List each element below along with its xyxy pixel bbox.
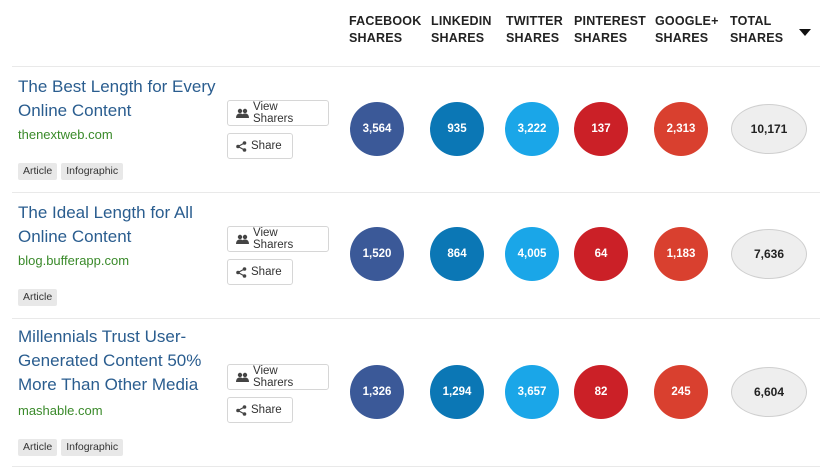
share-button[interactable]: Share [227,133,293,159]
tag-infographic[interactable]: Infographic [61,439,124,456]
column-header-googleplus-line2: SHARES [655,31,709,45]
table-row: Millennials Trust User-Generated Content… [0,319,835,469]
users-icon [236,108,249,118]
column-header-twitter[interactable]: TWITTER SHARES [506,13,563,47]
column-header-twitter-line1: TWITTER [506,14,563,28]
pinterest-shares-count: 64 [574,227,628,281]
column-header-pinterest-line2: SHARES [574,31,628,45]
row-divider [12,318,820,319]
row-divider [12,192,820,193]
tag-list: Article [18,289,58,306]
column-header-total-line1: TOTAL [730,14,772,28]
article-domain: mashable.com [18,403,103,418]
column-header-facebook-line1: FACEBOOK [349,14,422,28]
linkedin-shares-count: 935 [430,102,484,156]
tag-article[interactable]: Article [18,163,58,180]
twitter-shares-count: 4,005 [505,227,559,281]
linkedin-shares-count: 1,294 [430,365,484,419]
twitter-shares-count: 3,657 [505,365,559,419]
table-row: The Ideal Length for All Online Content … [0,193,835,317]
article-title-link[interactable]: The Best Length for Every Online Content [18,77,216,120]
column-header-googleplus[interactable]: GOOGLE+ SHARES [655,13,719,47]
share-icon [236,404,247,416]
twitter-shares-count: 3,222 [505,102,559,156]
table-header: FACEBOOK SHARES LINKEDIN SHARES TWITTER … [0,0,835,66]
view-sharers-label: View Sharers [253,101,294,125]
share-button[interactable]: Share [227,259,293,285]
row-divider [12,466,820,467]
row-divider [12,66,820,67]
tag-list: Article Infographic [18,163,124,180]
column-header-linkedin-line1: LINKEDIN [431,14,492,28]
total-shares-count: 10,171 [731,104,807,154]
tag-article[interactable]: Article [18,439,58,456]
column-header-pinterest[interactable]: PINTEREST SHARES [574,13,646,47]
article-title-link[interactable]: Millennials Trust User-Generated Content… [18,327,202,394]
view-sharers-button[interactable]: View Sharers [227,100,329,126]
column-header-total[interactable]: TOTAL SHARES [730,13,783,47]
column-header-linkedin-line2: SHARES [431,31,485,45]
column-header-facebook-line2: SHARES [349,31,403,45]
column-header-linkedin[interactable]: LINKEDIN SHARES [431,13,492,47]
view-sharers-label: View Sharers [253,365,294,389]
facebook-shares-count: 3,564 [350,102,404,156]
users-icon [236,372,249,382]
tag-infographic[interactable]: Infographic [61,163,124,180]
column-header-pinterest-line1: PINTEREST [574,14,646,28]
googleplus-shares-count: 2,313 [654,102,708,156]
facebook-shares-count: 1,520 [350,227,404,281]
column-header-total-line2: SHARES [730,31,784,45]
googleplus-shares-count: 245 [654,365,708,419]
share-label: Share [251,266,282,278]
column-header-twitter-line2: SHARES [506,31,560,45]
article-domain: thenextweb.com [18,127,113,142]
article-domain: blog.bufferapp.com [18,253,130,268]
share-icon [236,140,247,152]
tag-list: Article Infographic [18,439,124,456]
column-header-googleplus-line1: GOOGLE+ [655,14,719,28]
total-shares-count: 6,604 [731,367,807,417]
facebook-shares-count: 1,326 [350,365,404,419]
pinterest-shares-count: 137 [574,102,628,156]
share-icon [236,266,247,278]
view-sharers-button[interactable]: View Sharers [227,364,329,390]
users-icon [236,234,249,244]
view-sharers-label: View Sharers [253,227,294,251]
view-sharers-button[interactable]: View Sharers [227,226,329,252]
linkedin-shares-count: 864 [430,227,484,281]
column-header-facebook[interactable]: FACEBOOK SHARES [349,13,421,47]
share-label: Share [251,404,282,416]
pinterest-shares-count: 82 [574,365,628,419]
total-shares-count: 7,636 [731,229,807,279]
article-title-link[interactable]: The Ideal Length for All Online Content [18,203,193,246]
sort-down-icon[interactable] [799,29,811,36]
share-button[interactable]: Share [227,397,293,423]
googleplus-shares-count: 1,183 [654,227,708,281]
tag-article[interactable]: Article [18,289,58,306]
table-row: The Best Length for Every Online Content… [0,67,835,191]
share-label: Share [251,140,282,152]
